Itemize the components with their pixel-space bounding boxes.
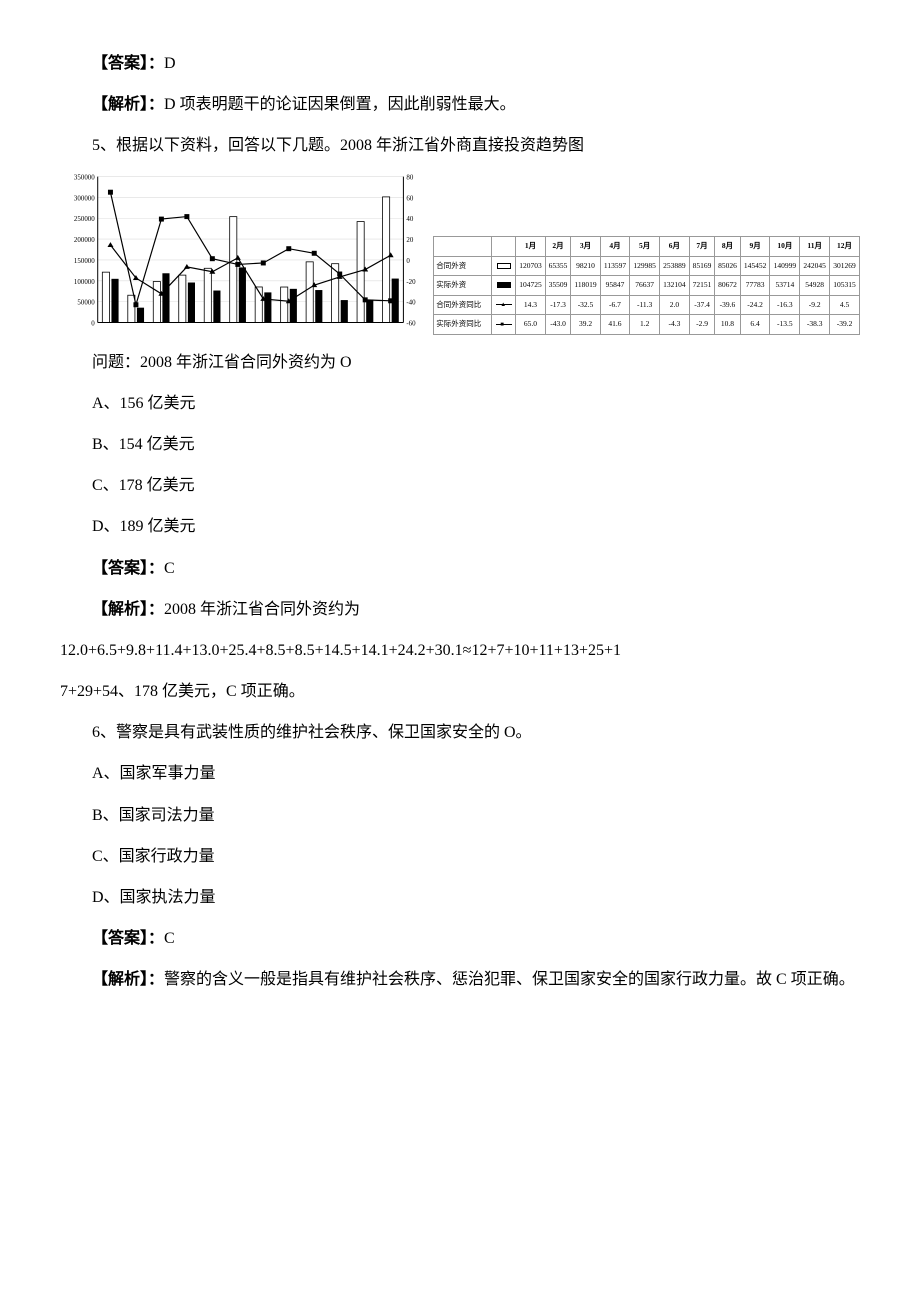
q5-option-a: A、156 亿美元 (60, 386, 860, 421)
analysis-label: 【解析】： (92, 96, 164, 113)
q5-option-b: B、154 亿美元 (60, 427, 860, 462)
q5-stem: 5、根据以下资料，回答以下几题。2008 年浙江省外商直接投资趋势图 (60, 128, 860, 163)
analysis-text: D 项表明题干的论证因果倒置，因此削弱性最大。 (164, 96, 516, 113)
svg-text:0: 0 (91, 319, 95, 327)
q5-analysis-1: 【解析】：2008 年浙江省合同外资约为 (60, 592, 860, 627)
svg-text:60: 60 (406, 194, 413, 202)
svg-text:300000: 300000 (74, 194, 95, 202)
svg-text:50000: 50000 (77, 298, 95, 306)
analysis-line1: 2008 年浙江省合同外资约为 (164, 601, 360, 618)
q5-chart: 0 50000 100000 150000 200000 250000 300000 3500… (60, 170, 427, 335)
q5-option-c: C、178 亿美元 (60, 468, 860, 503)
q5-answer: 【答案】：C (60, 551, 860, 586)
answer-label: 【答案】： (92, 560, 164, 577)
analysis-label: 【解析】： (92, 971, 164, 988)
q6-stem: 6、警察是具有武装性质的维护社会秩序、保卫国家安全的 O。 (60, 715, 860, 750)
q5-question: 问题：2008 年浙江省合同外资约为 O (60, 345, 860, 380)
q4-analysis: 【解析】：D 项表明题干的论证因果倒置，因此削弱性最大。 (60, 87, 860, 122)
q6-option-b: B、国家司法力量 (60, 798, 860, 833)
svg-text:20: 20 (406, 236, 413, 244)
q5-option-d: D、189 亿美元 (60, 509, 860, 544)
svg-text:350000: 350000 (74, 173, 95, 181)
answer-label: 【答案】： (92, 930, 164, 947)
svg-text:250000: 250000 (74, 215, 95, 223)
svg-text:-40: -40 (406, 298, 416, 306)
q6-option-c: C、国家行政力量 (60, 839, 860, 874)
analysis-label: 【解析】： (92, 601, 164, 618)
svg-text:-20: -20 (406, 277, 416, 285)
q6-option-d: D、国家执法力量 (60, 880, 860, 915)
answer-label: 【答案】： (92, 55, 164, 72)
q4-answer: 【答案】：D (60, 46, 860, 81)
svg-text:-60: -60 (406, 319, 416, 327)
q5-figure: 0 50000 100000 150000 200000 250000 300000 3500… (60, 170, 860, 335)
q6-option-a: A、国家军事力量 (60, 756, 860, 791)
svg-text:150000: 150000 (74, 256, 95, 264)
svg-text:80: 80 (406, 173, 413, 181)
analysis-text: 警察的含义一般是指具有维护社会秩序、惩治犯罪、保卫国家安全的国家行政力量。故 C… (164, 971, 855, 988)
q6-answer: 【答案】：C (60, 921, 860, 956)
q5-analysis-3: 7+29+54、178 亿美元，C 项正确。 (60, 674, 860, 709)
q6-analysis: 【解析】：警察的含义一般是指具有维护社会秩序、惩治犯罪、保卫国家安全的国家行政力… (60, 962, 860, 997)
svg-text:0: 0 (406, 256, 410, 264)
answer-value: D (164, 55, 176, 72)
svg-text:40: 40 (406, 215, 413, 223)
svg-text:100000: 100000 (74, 277, 95, 285)
q5-table: 1月2月3月4月5月6月7月8月9月10月11月12月合同外资120703653… (433, 236, 860, 335)
answer-value: C (164, 930, 175, 947)
svg-text:200000: 200000 (74, 236, 95, 244)
q5-analysis-2: 12.0+6.5+9.8+11.4+13.0+25.4+8.5+8.5+14.5… (60, 633, 860, 668)
answer-value: C (164, 560, 175, 577)
